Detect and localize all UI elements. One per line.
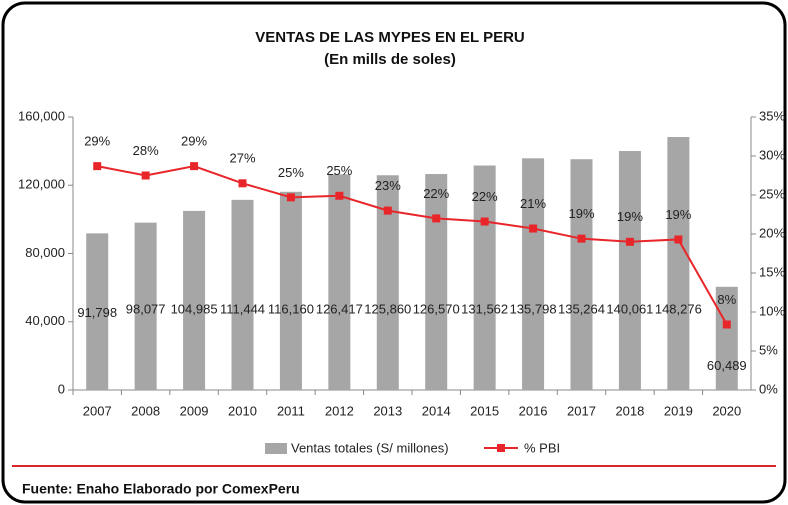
legend-swatch [497, 444, 505, 452]
x-tick-label: 2011 [277, 403, 305, 418]
legend-swatch [265, 443, 287, 454]
x-tick-label: 2008 [131, 403, 160, 418]
line-value-label: 29% [84, 134, 110, 149]
line-marker [577, 234, 586, 243]
x-tick-label: 2019 [664, 403, 693, 418]
line-value-label: 25% [278, 165, 304, 180]
bar [328, 174, 351, 390]
bar [667, 137, 690, 390]
bar [183, 210, 206, 390]
bar-value-label: 91,798 [77, 305, 117, 320]
legend-label: Ventas totales (S/ millones) [291, 440, 449, 455]
bar-value-label: 148,276 [655, 301, 702, 316]
x-tick-label: 2009 [180, 403, 209, 418]
line-value-label: 8% [717, 292, 736, 307]
line-marker [432, 214, 441, 223]
y2-tick-label: 15% [759, 264, 785, 279]
line-value-label: 28% [133, 143, 159, 158]
line-marker [722, 320, 731, 329]
y2-tick-label: 0% [759, 381, 778, 396]
line-marker [383, 206, 392, 215]
line-value-label: 25% [326, 163, 352, 178]
y2-tick-label: 35% [759, 108, 785, 123]
line-value-label: 21% [520, 196, 546, 211]
line-marker [286, 193, 295, 202]
y-tick-label: 40,000 [25, 313, 65, 328]
line-marker [625, 237, 634, 246]
bar-value-label: 98,077 [126, 301, 166, 316]
bar-value-label: 126,417 [316, 301, 363, 316]
bar [618, 151, 641, 390]
x-tick-label: 2014 [422, 403, 451, 418]
y2-tick-label: 25% [759, 186, 785, 201]
line-value-label: 22% [472, 189, 498, 204]
bar [376, 175, 399, 390]
source: Fuente: Enaho Elaborado por ComexPeru [22, 481, 300, 497]
legend-label: % PBI [524, 440, 560, 455]
x-tick-label: 2017 [567, 403, 596, 418]
line-marker [93, 162, 102, 171]
chart-subtitle: (En mills de soles) [324, 51, 456, 68]
line [97, 165, 728, 325]
bar-value-label: 111,444 [220, 301, 265, 316]
bar-value-label: 135,798 [510, 301, 557, 316]
y2-tick-label: 5% [759, 342, 778, 357]
x-tick-label: 2010 [228, 403, 257, 418]
line-value-label: 29% [181, 134, 207, 149]
line-value-label: 19% [568, 206, 594, 221]
line-marker [674, 235, 683, 244]
bar [279, 191, 302, 390]
line-marker [480, 217, 489, 226]
bar [86, 233, 109, 390]
bar [134, 222, 157, 390]
line-marker [238, 179, 247, 188]
bar-value-label: 104,985 [171, 301, 218, 316]
x-tick-label: 2007 [83, 403, 112, 418]
bar-value-label: 125,860 [364, 301, 411, 316]
x-tick-label: 2013 [373, 403, 402, 418]
line-value-label: 23% [375, 178, 401, 193]
bar-value-label: 140,061 [606, 301, 653, 316]
line-marker [190, 162, 199, 171]
bar-value-label: 126,570 [413, 301, 460, 316]
bar-value-label: 131,562 [461, 301, 508, 316]
line-value-label: 27% [229, 151, 255, 166]
bar-value-label: 116,160 [268, 301, 314, 316]
line-marker [529, 224, 538, 233]
x-tick-label: 2018 [615, 403, 644, 418]
y-tick-label: 0 [58, 381, 65, 396]
line-marker [335, 191, 344, 200]
bar [522, 158, 545, 390]
x-tick-label: 2012 [325, 403, 354, 418]
line-marker [141, 171, 150, 180]
bar-value-label: 60,489 [707, 358, 747, 373]
bar [570, 159, 593, 390]
line-value-label: 19% [665, 207, 691, 222]
line-value-label: 19% [617, 209, 643, 224]
bar [715, 286, 738, 390]
y2-tick-label: 30% [759, 147, 785, 162]
y-tick-label: 160,000 [18, 108, 65, 123]
y-tick-label: 80,000 [25, 245, 65, 260]
x-tick-label: 2020 [712, 403, 741, 418]
line-value-label: 22% [423, 186, 449, 201]
y-tick-label: 120,000 [18, 177, 65, 192]
x-tick-label: 2015 [470, 403, 499, 418]
bar-value-label: 135,264 [558, 301, 605, 316]
bar [231, 199, 254, 390]
y2-tick-label: 20% [759, 225, 785, 240]
chart-title: VENTAS DE LAS MYPES EN EL PERU [255, 29, 525, 46]
x-tick-label: 2016 [519, 403, 548, 418]
y2-tick-label: 10% [759, 303, 785, 318]
bar [425, 174, 448, 390]
